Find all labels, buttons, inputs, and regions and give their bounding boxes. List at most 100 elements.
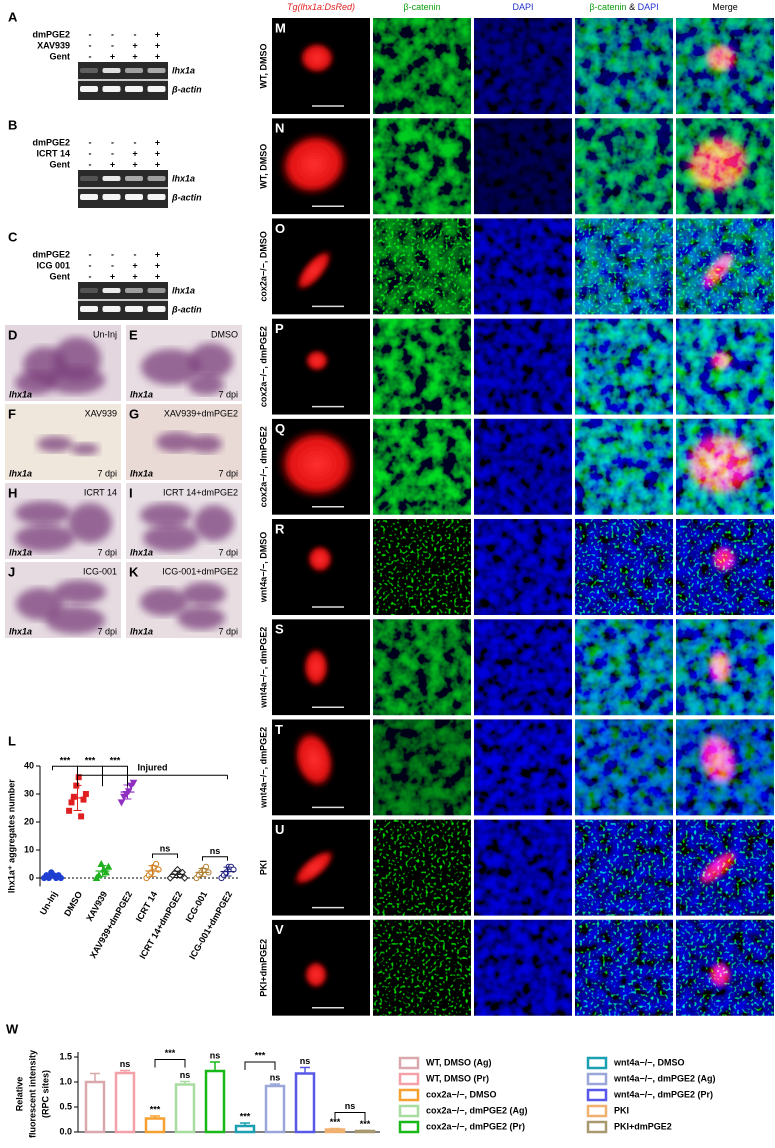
significance-label: *** xyxy=(255,1050,266,1060)
bar-label: *** xyxy=(360,1119,371,1129)
sign: + xyxy=(155,29,160,39)
header-part: Tg(lhx1a:DsRed) xyxy=(287,2,355,12)
legend-swatch xyxy=(586,1056,608,1070)
data-point xyxy=(97,859,106,867)
dapi-signal xyxy=(474,118,572,215)
time-label: 7 dpi xyxy=(218,389,238,399)
sign: + xyxy=(132,159,137,169)
dapi-signal xyxy=(575,118,673,215)
sign: + xyxy=(155,148,160,158)
ish-stain xyxy=(71,443,99,455)
data-point xyxy=(80,796,87,803)
significance-bracket xyxy=(102,765,128,787)
micrograph-content xyxy=(575,418,673,515)
row-label: wnt4a−/−, dmPGE2 xyxy=(258,727,268,809)
micrograph xyxy=(474,619,572,716)
micrograph xyxy=(474,919,572,1016)
panel-letter: D xyxy=(8,327,17,342)
micrograph-content xyxy=(373,819,471,916)
significance-label: ns xyxy=(345,1101,356,1111)
bar xyxy=(294,1072,316,1134)
treatment-label: Gent xyxy=(49,271,70,281)
micrograph xyxy=(373,218,471,315)
dapi-signal xyxy=(474,318,572,415)
gene-label: lhx1a xyxy=(9,626,32,636)
ish-image xyxy=(126,325,242,401)
micrograph-content xyxy=(575,919,673,1016)
micrograph-content xyxy=(575,318,673,415)
data-point xyxy=(223,869,230,876)
ish-stain xyxy=(15,501,71,525)
beta-catenin-signal xyxy=(373,819,471,916)
dsred-signal xyxy=(277,427,357,500)
panel-letter: U xyxy=(275,822,284,837)
row-label: PKI xyxy=(258,860,268,875)
gel-band xyxy=(80,176,98,181)
dsred-signal xyxy=(709,349,733,372)
time-label: 7 dpi xyxy=(218,626,238,636)
sign: - xyxy=(89,29,92,39)
micrograph xyxy=(272,18,370,114)
bar-label: ns xyxy=(120,1059,131,1069)
header-part: DAPI xyxy=(638,2,659,12)
band-label: β-actin xyxy=(171,84,202,94)
micrograph xyxy=(676,619,774,716)
y-tick-label: 30 xyxy=(24,788,34,798)
error-bar xyxy=(198,867,207,877)
data-point xyxy=(104,862,113,870)
micrograph xyxy=(575,318,673,415)
y-axis-label: lhx1a⁺ aggregates number xyxy=(6,779,16,893)
micrograph-content xyxy=(474,619,572,716)
ish-stain xyxy=(190,435,222,453)
sign: - xyxy=(89,137,92,147)
bar-label: ns xyxy=(270,1072,281,1082)
micrograph xyxy=(474,118,572,215)
micrograph-content xyxy=(676,919,774,1016)
ish-stain xyxy=(156,432,196,452)
panel-letter: V xyxy=(275,922,284,937)
ish-label: ICG-001 xyxy=(83,566,117,576)
x-tick-label: XAV939 xyxy=(84,890,109,923)
significance-bracket xyxy=(244,1061,276,1070)
micrograph xyxy=(575,218,673,315)
panel-letter: C xyxy=(8,229,18,244)
panel-letter: T xyxy=(275,722,283,737)
ish-stain xyxy=(189,343,233,379)
sign: + xyxy=(155,40,160,50)
micrograph xyxy=(676,519,774,615)
sign: + xyxy=(155,159,160,169)
sign: + xyxy=(110,51,115,61)
gel xyxy=(78,170,168,208)
significance-bracket xyxy=(152,853,178,858)
column-header: DAPI xyxy=(512,2,533,12)
sign: - xyxy=(111,249,114,259)
gel-band xyxy=(80,306,98,312)
ish-image xyxy=(126,562,242,638)
dsred-signal xyxy=(299,42,335,74)
micrograph-content xyxy=(272,118,370,215)
micrograph-content xyxy=(474,318,572,415)
dapi-signal xyxy=(575,819,673,916)
bar-label: *** xyxy=(240,1111,251,1121)
significance-label: *** xyxy=(60,756,71,766)
x-tick-label: DMSO xyxy=(62,890,84,918)
ish-stain xyxy=(45,366,105,394)
micrograph xyxy=(575,819,673,916)
sign: - xyxy=(111,40,114,50)
panel-letter: H xyxy=(8,485,17,500)
ish-label: ICRT 14+dmPGE2 xyxy=(163,487,238,497)
micrograph-content xyxy=(575,218,673,315)
gel-band xyxy=(102,86,121,92)
micrograph xyxy=(676,719,774,816)
y-tick-label: 1.0 xyxy=(59,1076,72,1086)
error-bar xyxy=(150,1115,160,1119)
dapi-signal xyxy=(575,18,673,114)
gel-band xyxy=(80,194,98,200)
micrograph xyxy=(676,819,774,916)
ish-stain xyxy=(182,582,226,606)
micrograph-content xyxy=(373,619,471,716)
micrograph-content xyxy=(272,418,370,515)
micrograph xyxy=(575,118,673,215)
dsred-signal xyxy=(304,960,328,989)
